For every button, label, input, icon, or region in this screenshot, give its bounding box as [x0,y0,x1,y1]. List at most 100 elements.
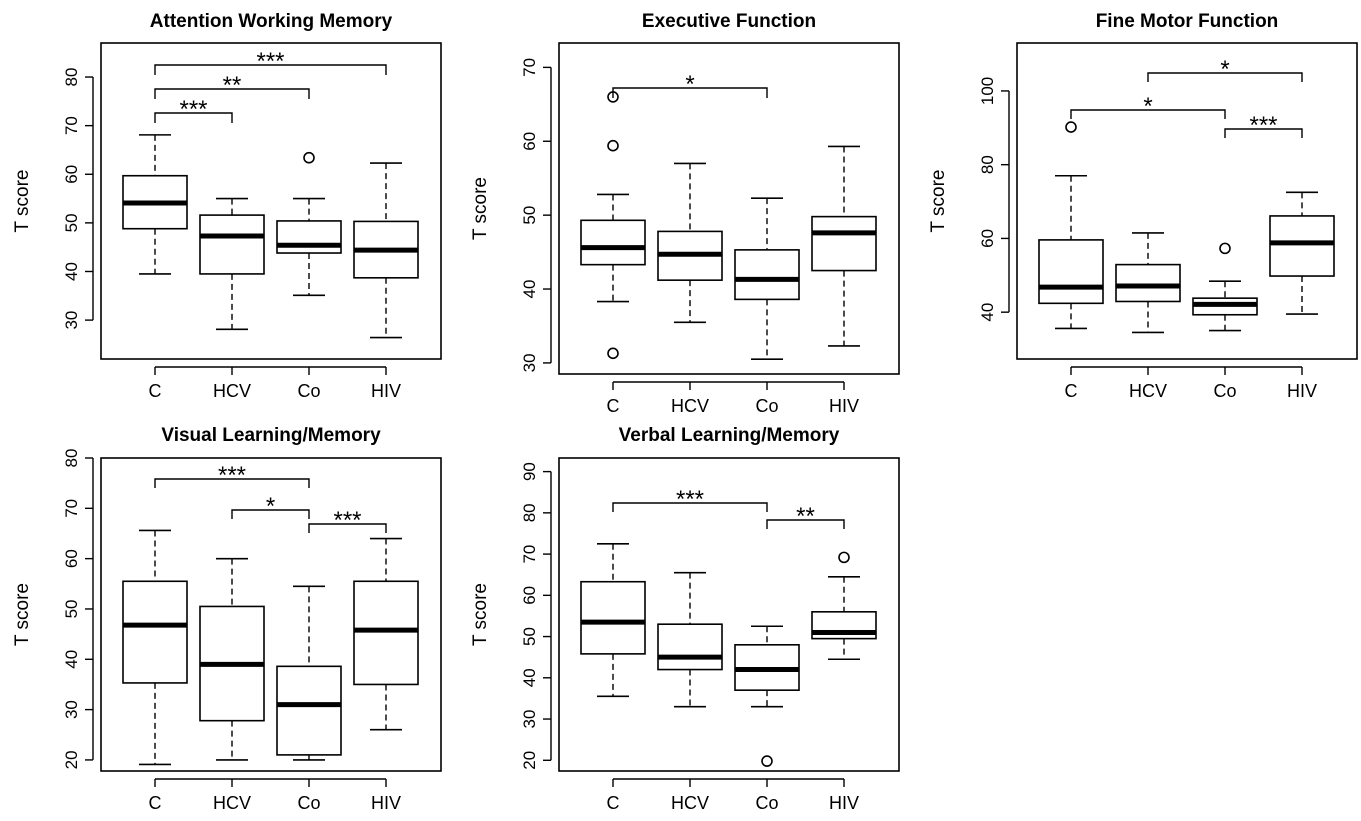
y-tick-label: 50 [62,213,81,232]
iqr-box [1038,239,1104,305]
x-tick-label: HCV [213,381,251,401]
x-tick-label: HIV [829,793,859,813]
significance-bracket: *** [154,462,310,489]
box-HCV [1115,232,1181,334]
box-C [122,529,188,766]
y-tick-label: 70 [520,545,539,564]
y-axis-label: T score [470,177,491,240]
x-tick-label: HIV [829,396,859,416]
y-tick-label: 20 [62,750,81,769]
x-tick-label: Co [755,793,778,813]
y-tick-label: 40 [978,303,997,322]
significance-label: *** [676,486,704,513]
significance-bracket: *** [308,507,387,534]
plot-frame [1016,42,1358,360]
significance-label: *** [256,48,284,75]
bracket-line [154,64,387,75]
significance-bracket: * [1070,93,1226,120]
y-tick-label: 60 [520,586,539,605]
panel-2: Fine Motor Function 40 60 80 100 T score C HCV C… [928,11,1358,401]
iqr-box [734,249,800,301]
y-tick-label: 50 [520,206,539,225]
iqr-box [122,580,188,684]
significance-label: * [266,493,275,520]
significance-bracket: *** [612,486,768,513]
box-HIV [811,551,877,661]
outlier-point [303,151,315,164]
y-tick-label: 80 [62,68,81,87]
significance-bracket: *** [154,48,387,75]
bracket-line [154,478,310,488]
outlier-point [1065,121,1077,133]
bracket-line [154,88,310,99]
x-tick-label: HIV [371,381,401,401]
panel-3: Visual Learning/Memory 20 30 40 50 60 70 80 T sc… [12,425,442,813]
significance-bracket: ** [154,72,310,99]
box-HIV [1269,191,1335,315]
bracket-line [231,509,310,519]
y-tick-label: 50 [62,600,81,619]
y-axis-label: T score [12,583,33,646]
x-tick-label: C [149,793,162,813]
iqr-box [199,214,265,275]
y-tick-label: 80 [62,449,81,468]
box-C [1038,121,1104,330]
box-Co [276,585,342,761]
box-Co [1192,242,1258,332]
iqr-box [657,623,723,671]
y-tick-label: 80 [978,155,997,174]
significance-label: *** [333,507,361,534]
significance-label: *** [1249,112,1277,139]
outlier-point [838,551,850,564]
significance-bracket: * [612,71,768,98]
significance-bracket: *** [1224,112,1303,139]
y-tick-label: 30 [62,311,81,330]
y-tick-label: 30 [520,710,539,729]
x-tick-label: HIV [1287,381,1317,401]
iqr-box [276,220,342,254]
x-tick-label: Co [1213,381,1236,401]
significance-bracket: ** [766,503,845,530]
bracket-line [612,502,768,512]
y-tick-label: 50 [520,627,539,646]
significance-bracket: * [231,493,310,520]
panel-title: Fine Motor Function [1096,11,1279,32]
box-HCV [199,557,265,761]
y-tick-label: 60 [62,549,81,568]
y-tick-label: 30 [62,700,81,719]
box-HIV [353,162,419,339]
y-tick-label: 30 [520,353,539,372]
x-tick-label: HCV [213,793,251,813]
x-tick-label: HIV [371,793,401,813]
significance-bracket: * [1147,56,1303,83]
iqr-box [580,219,646,266]
y-tick-label: 90 [520,462,539,481]
panel-0: Attention Working Memory 30 40 50 60 70 80 T sc… [12,11,442,401]
panel-1: Executive Function 30 40 50 60 70 T score C HCV C… [470,11,900,416]
iqr-box [580,580,646,655]
y-tick-label: 40 [520,668,539,687]
x-tick-label: C [149,381,162,401]
panel-4: Verbal Learning/Memory 20 30 40 50 60 70 80 90 T … [470,425,900,813]
y-tick-label: 70 [62,116,81,135]
box-Co [734,625,800,767]
panel-title: Visual Learning/Memory [161,425,381,446]
y-tick-label: 60 [62,165,81,184]
outlier-point [607,347,619,360]
box-C [580,542,646,698]
outlier-point [761,755,773,767]
plot-frame [100,42,442,360]
plot-frame [100,457,442,772]
box-HCV [657,571,723,708]
box-HIV [353,537,419,731]
y-tick-label: 60 [520,132,539,151]
iqr-box [276,665,342,756]
significance-label: * [1220,56,1229,83]
box-Co [734,197,800,361]
x-tick-label: C [607,396,620,416]
x-tick-label: HCV [671,396,709,416]
y-tick-label: 70 [62,499,81,518]
y-axis-label: T score [12,169,33,232]
bracket-line [1224,128,1303,138]
